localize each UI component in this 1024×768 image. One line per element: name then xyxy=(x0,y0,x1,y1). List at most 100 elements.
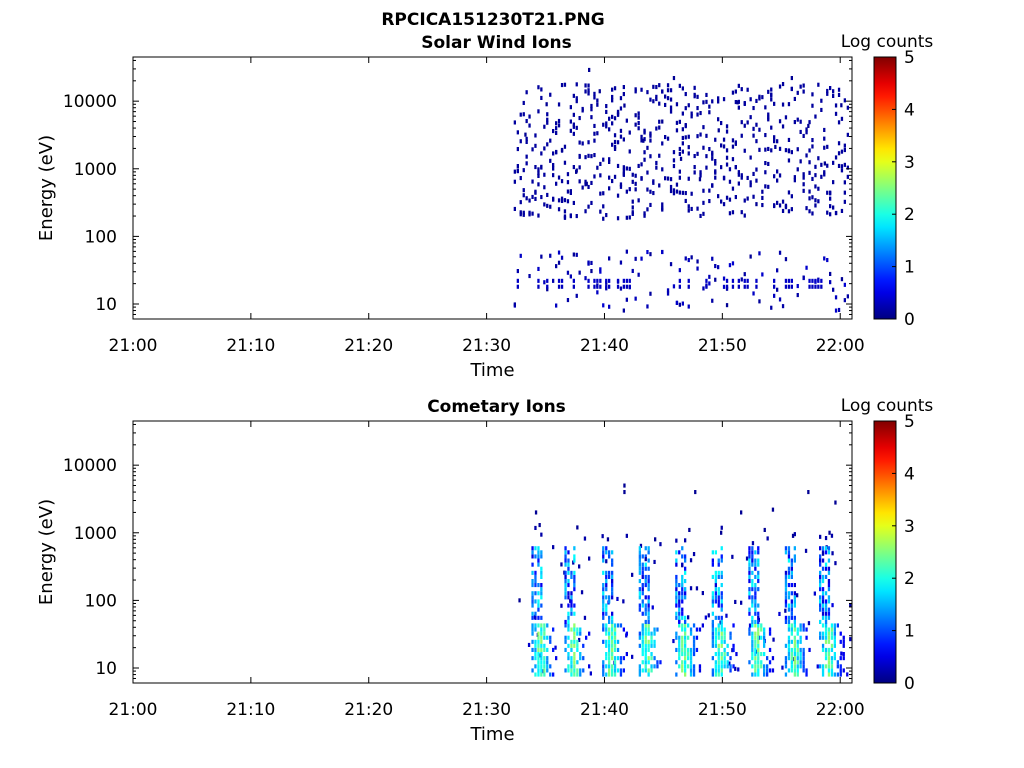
data-cell xyxy=(720,615,723,620)
data-cell xyxy=(793,96,796,101)
data-cell xyxy=(608,631,611,636)
data-cell xyxy=(684,198,687,203)
data-cell xyxy=(605,278,608,283)
data-cell xyxy=(787,158,791,163)
data-cell xyxy=(842,656,845,661)
data-cell xyxy=(796,647,799,652)
data-cell xyxy=(687,278,690,283)
data-cell xyxy=(644,557,647,562)
data-cell xyxy=(751,631,754,636)
data-cell xyxy=(675,182,679,187)
data-cell xyxy=(840,164,844,169)
data-cell xyxy=(602,603,605,608)
data-cell xyxy=(605,121,608,126)
data-cell xyxy=(827,672,831,677)
data-cell xyxy=(796,664,799,669)
data-cell xyxy=(570,664,573,669)
data-cell xyxy=(821,551,825,556)
data-cell xyxy=(537,284,540,289)
data-cell xyxy=(684,570,687,575)
data-cell xyxy=(823,127,826,132)
panel-title: Cometary Ions xyxy=(427,397,566,417)
data-cell xyxy=(781,304,785,309)
data-cell xyxy=(707,613,710,618)
data-cell xyxy=(599,278,602,283)
data-cell xyxy=(805,668,808,673)
data-cell xyxy=(566,180,570,185)
data-cell xyxy=(720,627,723,632)
data-cell xyxy=(773,135,776,140)
data-cell xyxy=(646,90,649,95)
data-cell xyxy=(675,595,678,600)
data-cell xyxy=(757,660,760,665)
data-cell xyxy=(778,203,782,208)
data-cell xyxy=(675,128,679,133)
data-cell xyxy=(666,88,670,93)
data-cell xyxy=(643,150,646,155)
data-cell xyxy=(557,250,561,255)
data-cell xyxy=(784,619,788,624)
data-cell xyxy=(714,660,717,665)
data-cell xyxy=(770,97,773,102)
data-cell xyxy=(573,631,576,636)
data-cell xyxy=(678,652,681,657)
data-cell xyxy=(602,599,605,604)
data-cell xyxy=(799,119,802,124)
data-cell xyxy=(647,672,650,677)
data-cell xyxy=(819,599,822,604)
data-cell xyxy=(681,643,684,648)
colorbar-tick-label: 5 xyxy=(904,412,915,432)
data-cell xyxy=(752,171,755,176)
data-cell xyxy=(821,664,825,669)
data-cell xyxy=(808,647,811,652)
data-cell xyxy=(796,627,799,632)
data-cell xyxy=(573,664,576,669)
data-cell xyxy=(684,643,687,648)
data-cell xyxy=(827,570,831,575)
data-cell xyxy=(684,595,687,600)
data-cell xyxy=(549,664,552,669)
data-cell xyxy=(839,668,842,673)
data-cell xyxy=(757,623,760,628)
data-cell xyxy=(751,562,754,567)
data-cell xyxy=(784,546,788,551)
data-cell xyxy=(560,284,564,289)
data-cell xyxy=(689,586,693,591)
data-cell xyxy=(649,131,652,136)
data-cell xyxy=(720,623,723,628)
data-cell xyxy=(684,672,687,677)
data-cell xyxy=(537,607,540,612)
data-cell xyxy=(681,615,684,620)
data-cell xyxy=(784,284,788,289)
data-cell xyxy=(684,191,687,196)
data-cell xyxy=(757,570,760,575)
data-cell xyxy=(722,144,726,149)
data-cell xyxy=(814,164,817,169)
data-cell xyxy=(767,89,770,94)
panel-title: Solar Wind Ions xyxy=(421,33,572,53)
data-cell xyxy=(543,124,546,129)
data-cell xyxy=(764,184,767,189)
data-cell xyxy=(647,599,650,604)
data-cell xyxy=(757,656,760,661)
data-cell xyxy=(687,615,690,620)
data-cell xyxy=(563,160,567,165)
data-cell xyxy=(567,562,570,567)
data-cell xyxy=(843,98,846,103)
data-cell xyxy=(823,136,826,141)
data-cell xyxy=(573,643,576,648)
data-cell xyxy=(581,108,584,113)
data-cell xyxy=(611,142,614,147)
data-cell xyxy=(827,639,831,644)
data-cell xyxy=(827,635,831,640)
data-cell xyxy=(566,172,570,177)
data-cell xyxy=(687,103,690,108)
data-cell xyxy=(749,183,752,188)
data-cell xyxy=(543,660,546,665)
data-cell xyxy=(720,199,723,204)
data-cell xyxy=(708,110,711,115)
data-cell xyxy=(528,114,531,119)
data-cell xyxy=(608,116,611,121)
data-cell xyxy=(830,631,834,636)
data-cell xyxy=(819,562,822,567)
